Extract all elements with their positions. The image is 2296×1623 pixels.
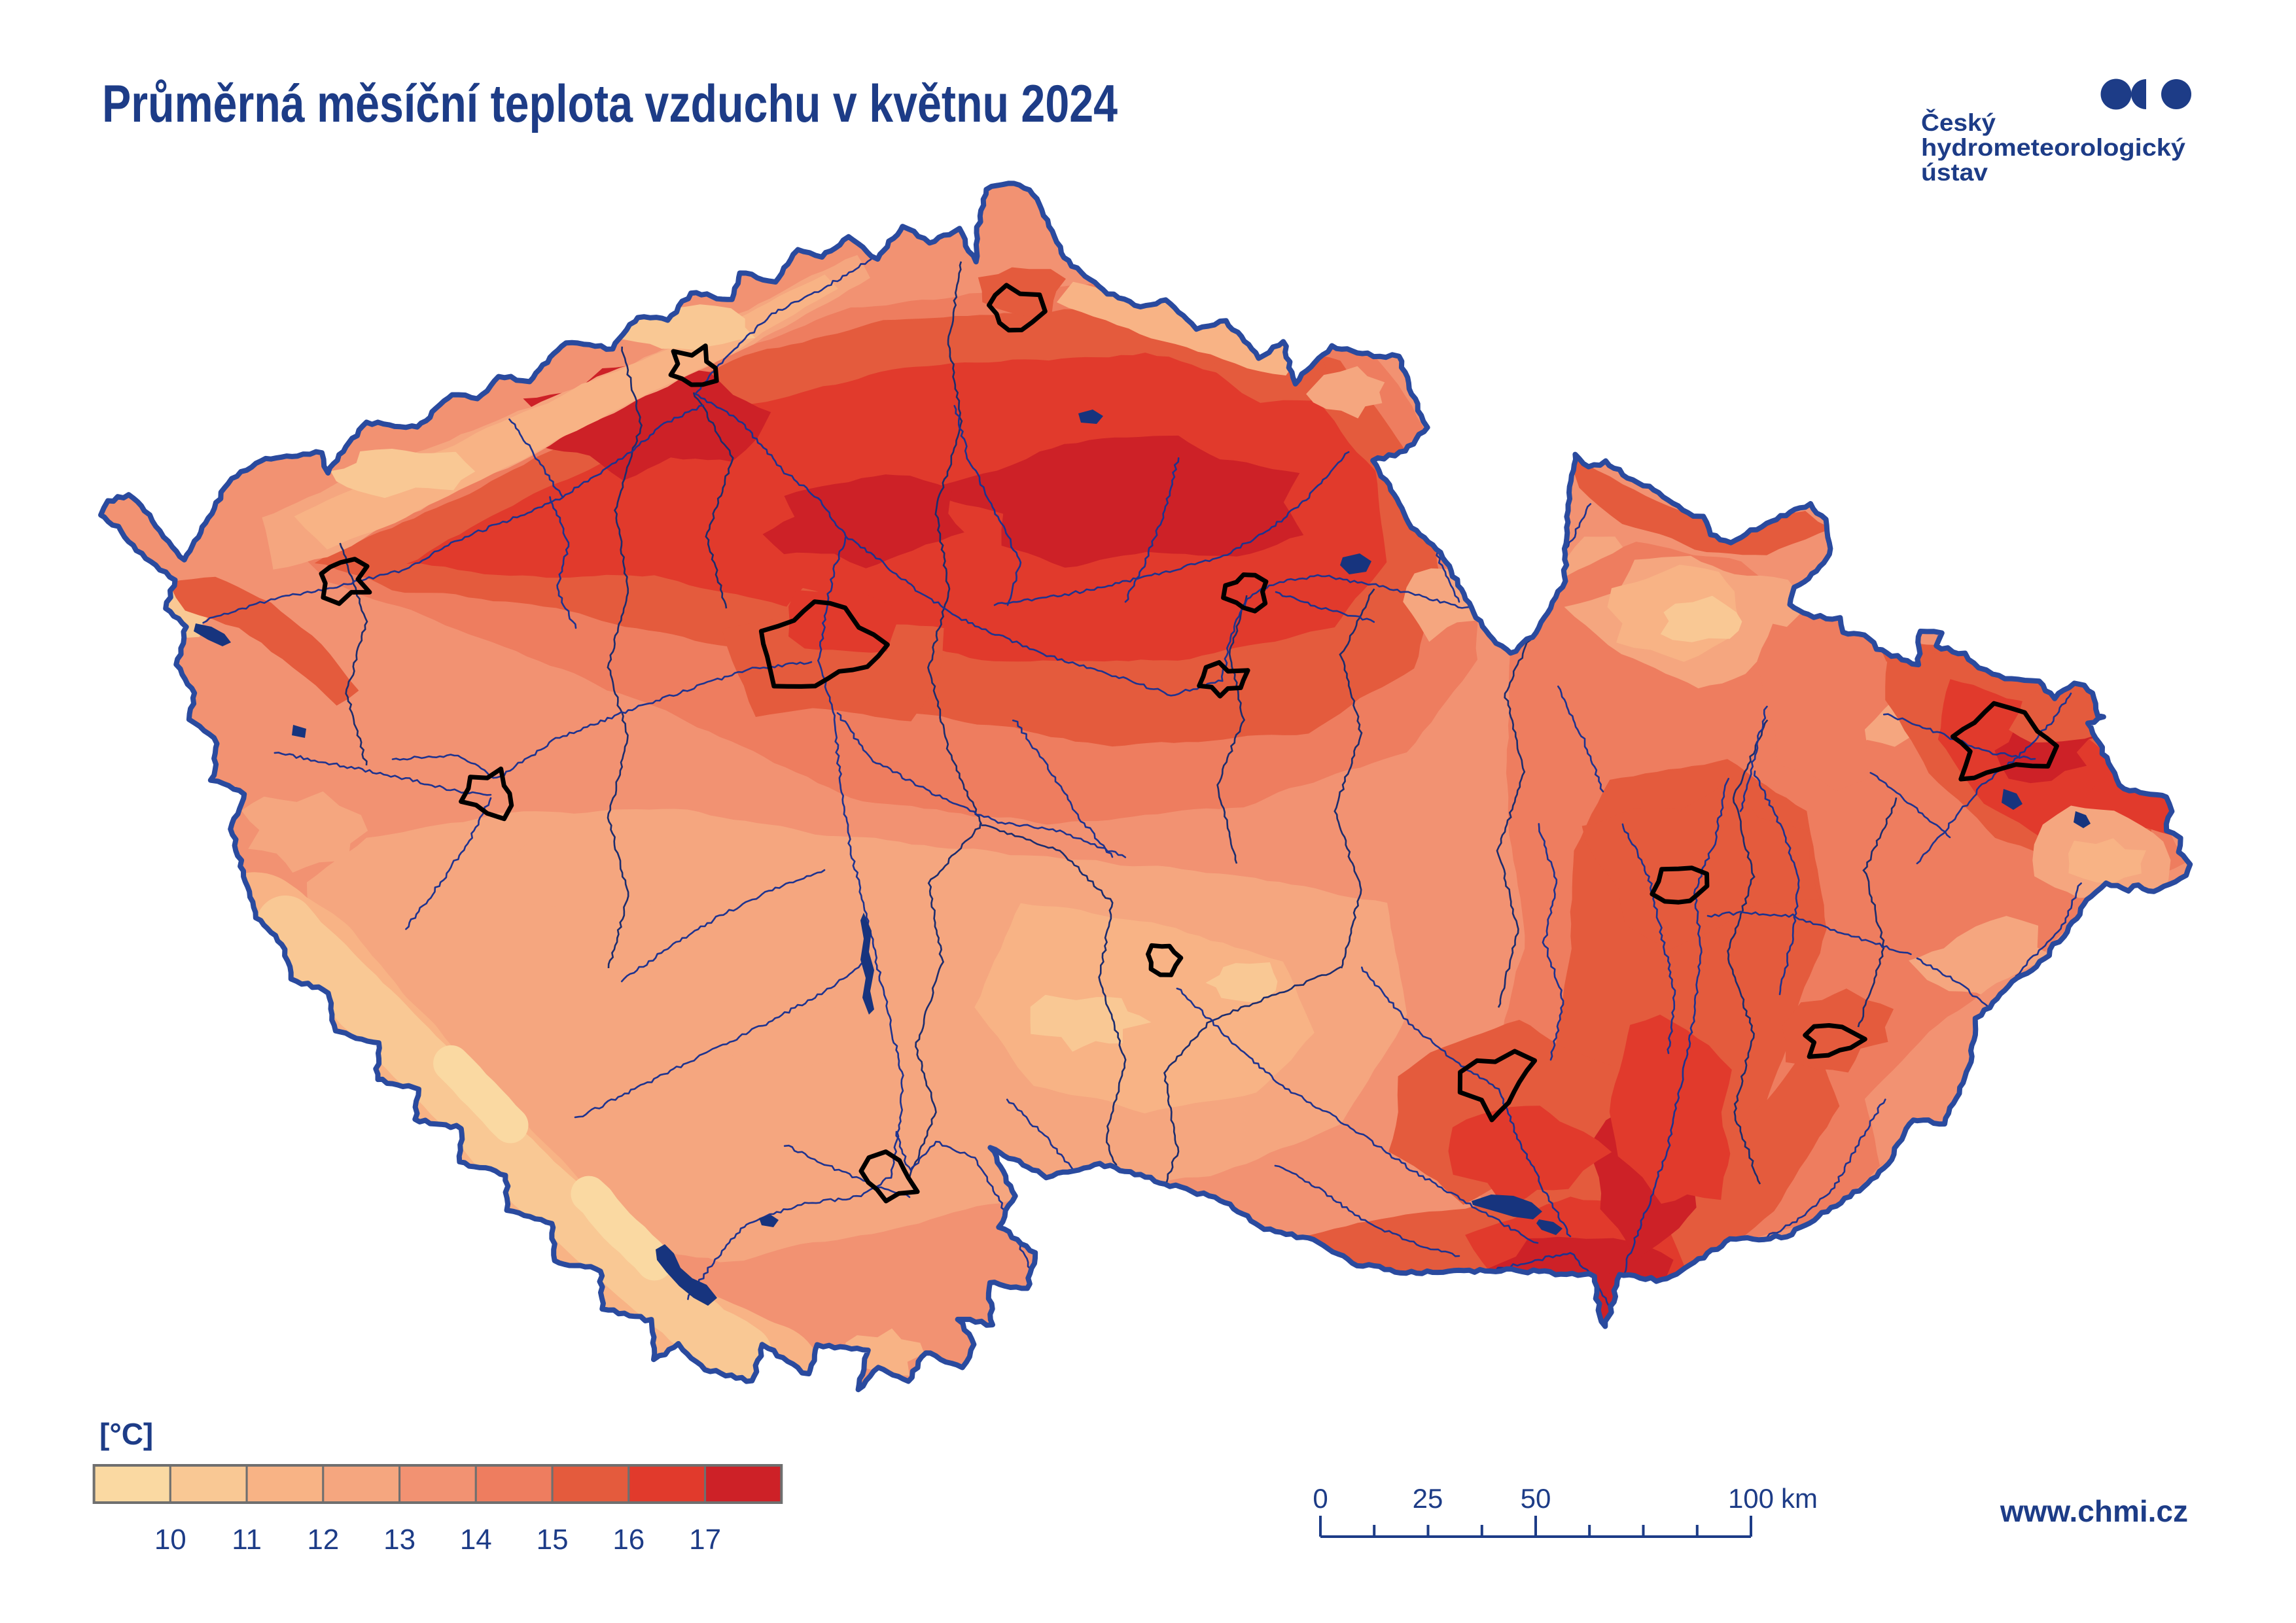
svg-text:www.chmi.cz: www.chmi.cz [2000,1494,2188,1528]
svg-text:Průměrná měsíční teplota vzduc: Průměrná měsíční teplota vzduchu v květn… [102,75,1118,133]
svg-text:Český: Český [1921,109,1996,136]
svg-text:15: 15 [537,1524,569,1556]
svg-text:13: 13 [383,1524,415,1556]
svg-text:0: 0 [1313,1483,1328,1514]
svg-text:[°C]: [°C] [99,1417,153,1451]
svg-text:100: 100 [1728,1483,1774,1514]
svg-text:12: 12 [307,1524,339,1556]
svg-text:25: 25 [1413,1483,1443,1514]
svg-text:11: 11 [232,1524,262,1556]
svg-text:10: 10 [154,1524,186,1556]
svg-text:ústav: ústav [1921,159,1988,186]
svg-text:17: 17 [689,1524,721,1556]
svg-text:16: 16 [612,1524,645,1556]
svg-text:14: 14 [460,1524,492,1556]
svg-text:km: km [1781,1483,1818,1514]
svg-text:50: 50 [1521,1483,1551,1514]
svg-text:hydrometeorologický: hydrometeorologický [1921,134,2185,161]
